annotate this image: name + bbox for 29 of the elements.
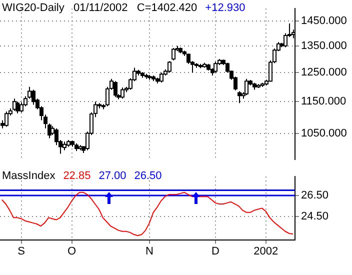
- candlestick: [214, 61, 218, 74]
- candlestick: [238, 90, 242, 104]
- x-tick-label: D: [211, 245, 220, 258]
- candlestick: [4, 110, 8, 128]
- annotation: 22.85: [63, 170, 91, 182]
- candlestick: [172, 47, 176, 61]
- y-tick-label: 26.50: [301, 190, 329, 202]
- chart-title: WIG20-Daily 01/11/2002 C=1402.420: [2, 2, 198, 14]
- y-tick-label: 1450.000: [301, 15, 347, 28]
- y-tick-label: 24.50: [301, 210, 329, 223]
- x-tick-label: S: [18, 245, 26, 258]
- candlestick: [244, 78, 248, 96]
- candlestick: [114, 80, 118, 98]
- candlestick: [32, 89, 36, 106]
- candlestick: [168, 60, 172, 74]
- x-tick-label: N: [145, 245, 154, 258]
- chart-subtitle: +12.930: [205, 2, 246, 14]
- ref-line-label: 27.00: [98, 170, 126, 182]
- ref-line-label: 26.50: [134, 170, 162, 182]
- y-tick-label: 1250.000: [301, 66, 347, 79]
- chart-title: MassIndex: [2, 170, 56, 182]
- x-tick-label: O: [68, 245, 77, 258]
- candlestick: [16, 101, 20, 114]
- y-tick-label: 1150.000: [301, 96, 346, 108]
- y-tick-label: 1350.000: [301, 40, 347, 52]
- candlestick: [120, 86, 124, 100]
- candlestick: [160, 72, 164, 84]
- x-tick-label: 2002: [254, 245, 278, 258]
- y-tick-label: 1050.000: [301, 127, 347, 140]
